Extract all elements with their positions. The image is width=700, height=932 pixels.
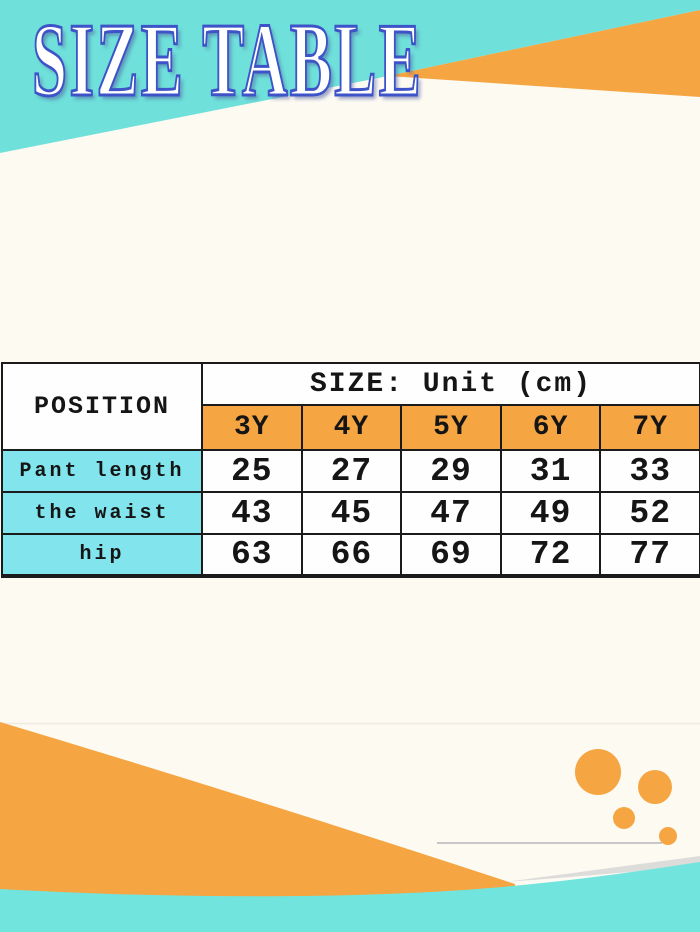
- value-cell: 52: [599, 491, 700, 535]
- value-cell: 49: [499, 491, 602, 535]
- value-cell: 66: [300, 533, 403, 578]
- value-cell: 72: [499, 533, 602, 578]
- top-turquoise-band: [0, 0, 700, 153]
- gray-shadow-sliver: [505, 856, 700, 882]
- top-orange-wedge: [388, 10, 700, 97]
- value-cell: 43: [201, 491, 303, 535]
- row-label-hip: hip: [1, 533, 203, 578]
- col-header-3y: 3Y: [201, 404, 303, 451]
- table-row-waist: the waist 43 45 47 49 52: [1, 491, 700, 535]
- row-label-pant-length: Pant length: [1, 449, 203, 493]
- value-cell: 33: [599, 449, 700, 493]
- value-cell: 69: [400, 533, 502, 578]
- col-header-4y: 4Y: [300, 404, 403, 451]
- orange-dot-small: [613, 807, 635, 829]
- bottom-turquoise-wave: [0, 862, 700, 932]
- unit-header-row: POSITION SIZE: Unit (cm): [1, 362, 700, 451]
- value-cell: 27: [300, 449, 403, 493]
- value-cell: 45: [300, 491, 403, 535]
- position-header-cell: POSITION: [1, 362, 203, 451]
- orange-dot-tiny: [659, 827, 677, 845]
- col-header-7y: 7Y: [599, 404, 700, 451]
- row-label-waist: the waist: [1, 491, 203, 535]
- value-cell: 77: [599, 533, 700, 578]
- value-cell: 63: [201, 533, 303, 578]
- value-cell: 47: [400, 491, 502, 535]
- col-header-5y: 5Y: [400, 404, 502, 451]
- bottom-orange-swoosh: [0, 722, 515, 932]
- orange-dot-medium: [638, 770, 672, 804]
- value-cell: 25: [201, 449, 303, 493]
- value-cell: 31: [499, 449, 602, 493]
- size-columns-row: 3Y 4Y 5Y 6Y 7Y: [2, 404, 700, 451]
- value-cell: 29: [400, 449, 502, 493]
- size-table: POSITION SIZE: Unit (cm) 3Y 4Y 5Y 6Y 7Y …: [1, 362, 700, 578]
- table-row-hip: hip 63 66 69 72 77: [1, 533, 700, 578]
- unit-header-cell: SIZE: Unit (cm): [200, 362, 700, 406]
- col-header-6y: 6Y: [499, 404, 602, 451]
- orange-dot-large: [575, 749, 621, 795]
- table-row-pant-length: Pant length 25 27 29 31 33: [1, 449, 700, 493]
- page-title: SIZE TABLE: [31, 1, 424, 118]
